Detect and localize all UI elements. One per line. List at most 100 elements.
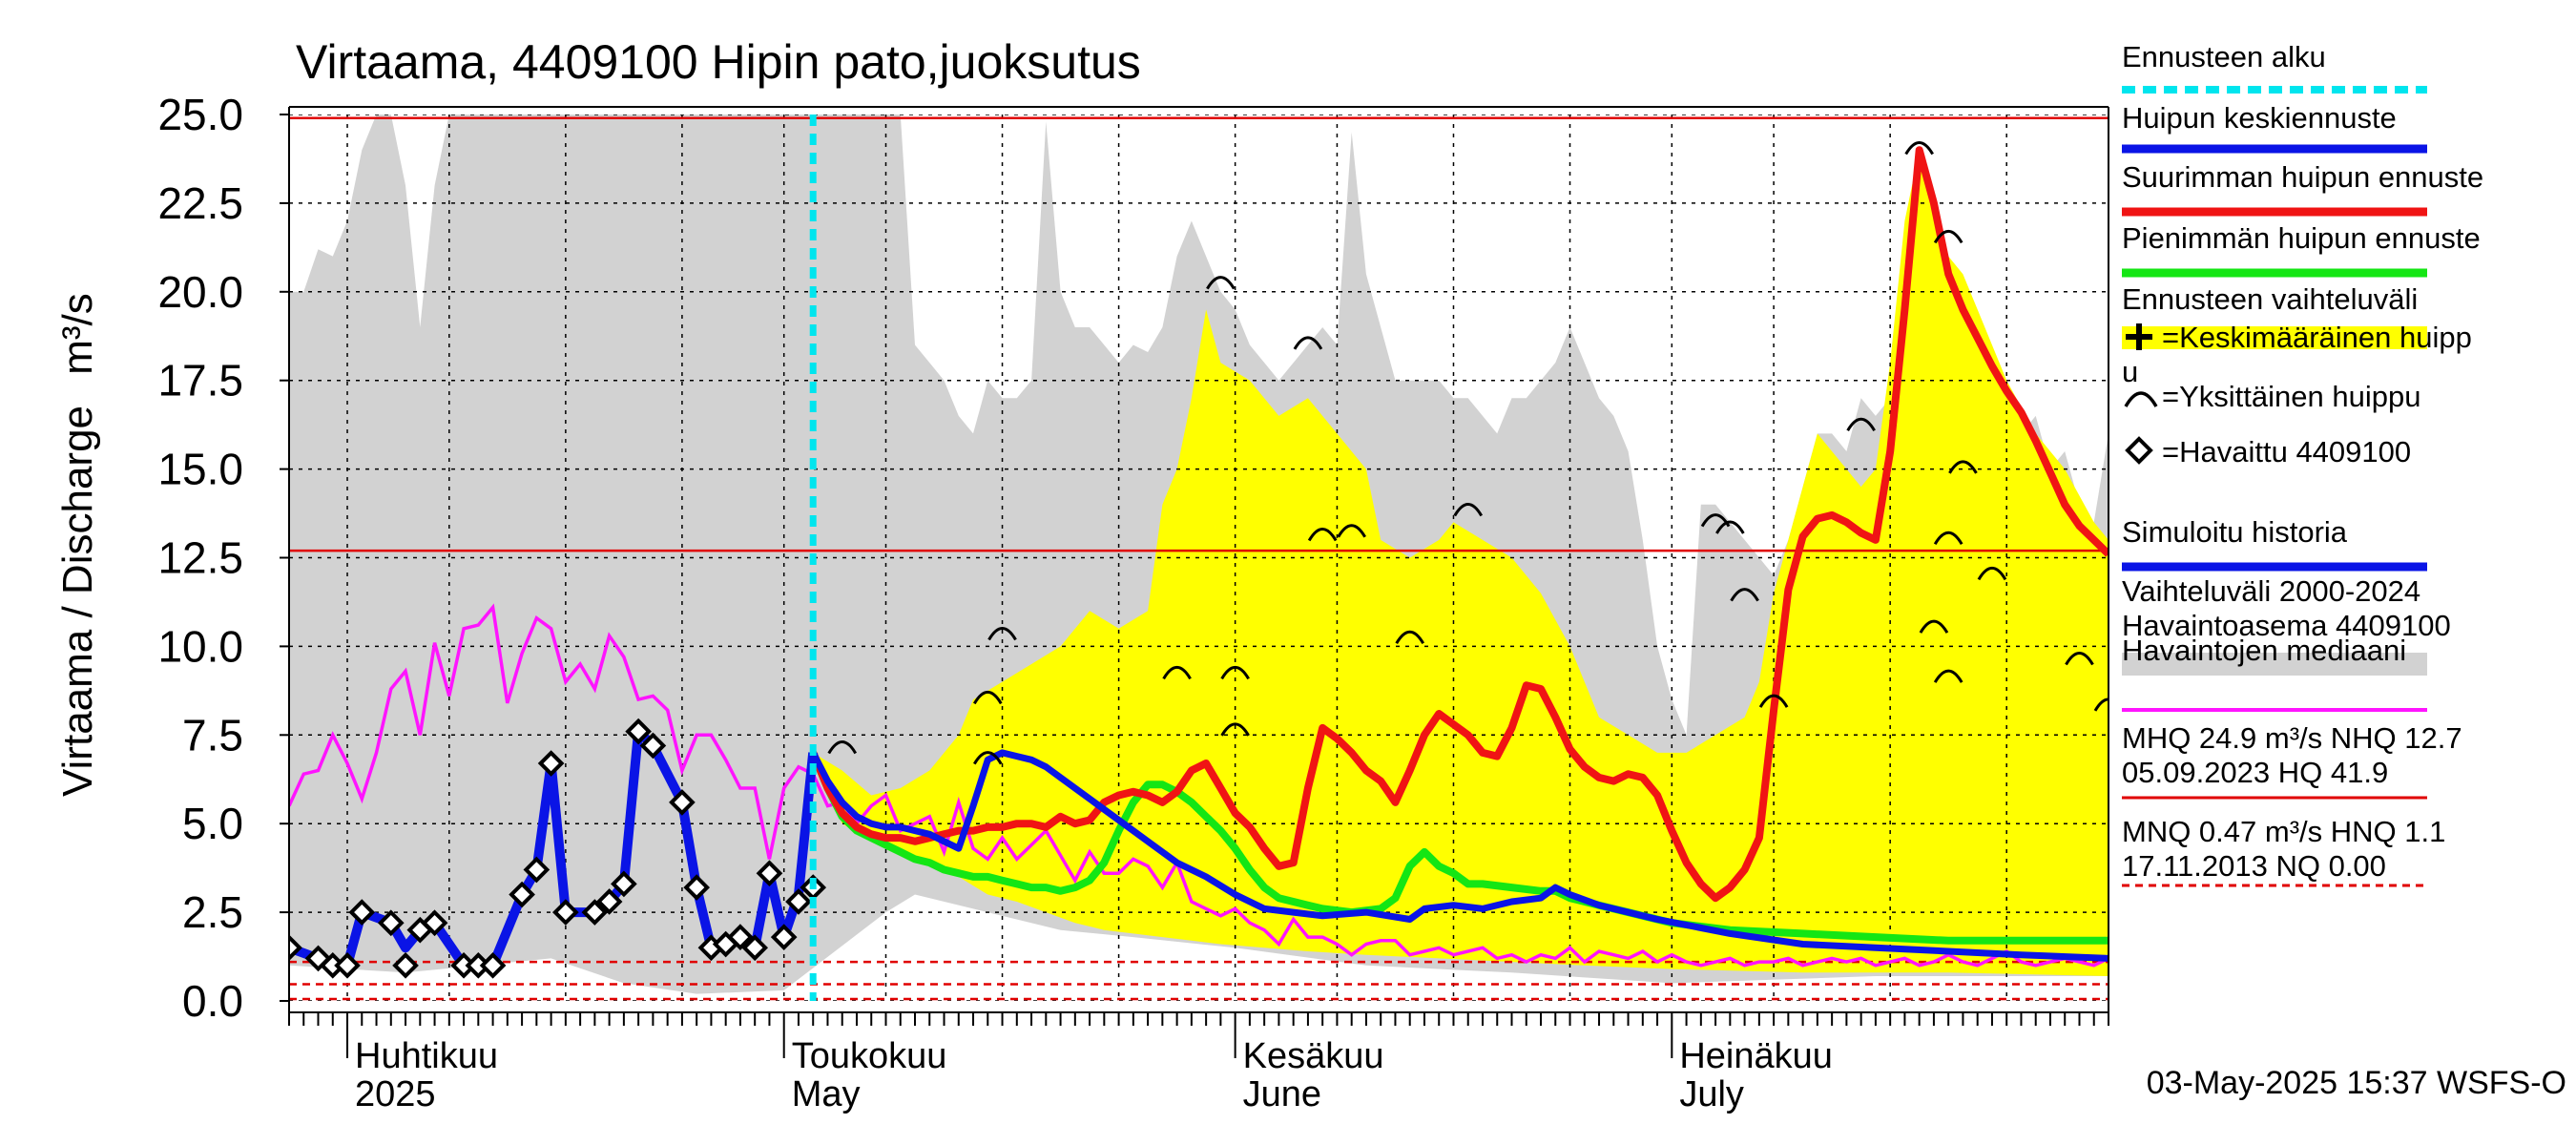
single-peak-marker <box>1337 524 1366 538</box>
observed-point <box>770 924 798 950</box>
legend-label-forecast_start: Ennusteen alku <box>2122 40 2326 73</box>
observed-point <box>509 881 535 908</box>
single-peak-marker <box>2065 652 2094 666</box>
month-label-en: July <box>1679 1074 1744 1114</box>
single-peak-marker <box>1948 460 1978 474</box>
plot-area <box>289 114 2109 1001</box>
observed-point <box>523 856 551 884</box>
legend-swatch-range <box>2122 326 2427 349</box>
observed-point <box>392 952 419 979</box>
y-tick-label: 20.0 <box>157 267 243 317</box>
observed-point <box>625 718 652 745</box>
legend-label-avg_peak: =Keskimääräinen huipp <box>2162 321 2472 354</box>
month-label-en: June <box>1243 1074 1321 1114</box>
single-peak-marker <box>1730 588 1759 602</box>
chart-title: Virtaama, 4409100 Hipin pato,juoksutus <box>296 35 1141 89</box>
median-line <box>289 603 2109 968</box>
single-peak-marker <box>827 739 858 755</box>
single-peak-marker <box>972 751 1003 765</box>
legend-label-history: Vaihteluväli 2000-2024 <box>2122 574 2420 608</box>
single-peak-marker <box>1453 503 1484 517</box>
single-peak-marker <box>1162 665 1192 680</box>
single-peak-marker <box>1904 140 1934 156</box>
single-peak-marker <box>1395 630 1425 645</box>
legend-diamond-icon <box>2125 436 2153 465</box>
month-label-fi: Huhtikuu <box>355 1036 498 1076</box>
legend-label2-mnq: 17.11.2013 NQ 0.00 <box>2122 849 2386 883</box>
y-tick-label: 15.0 <box>157 445 243 494</box>
observed-point <box>289 934 302 962</box>
observed-point <box>348 899 376 926</box>
month-label-fi: Heinäkuu <box>1679 1036 1833 1076</box>
axes: 25.0 22.5 20.0 17.5 15.0 12.5 10.0 7.5 5.0 2.5 0.0… <box>157 90 2109 1114</box>
forecast-range-band <box>813 150 2109 976</box>
single-peak-marker <box>987 627 1017 641</box>
month-label-fi: Kesäkuu <box>1243 1036 1384 1076</box>
observed-point <box>683 874 710 901</box>
single-peak-marker <box>1293 336 1323 350</box>
observed-point <box>377 909 405 937</box>
legend: Ennusteen alku Huipun keskiennuste Suurimm… <box>2122 40 2483 887</box>
single-peak-marker <box>1933 229 1963 244</box>
observed-point <box>785 888 812 915</box>
month-label-fi: Toukokuu <box>792 1036 947 1076</box>
observed-point <box>581 899 609 926</box>
y-tick-label: 22.5 <box>157 178 243 228</box>
single-peak-marker <box>2093 697 2109 712</box>
series-group <box>289 114 2109 1001</box>
single-peak-marker <box>1220 665 1250 680</box>
footer-timestamp: 03-May-2025 15:37 WSFS-O <box>2147 1065 2566 1101</box>
y-tick-label: 5.0 <box>182 799 243 848</box>
legend-arc-icon <box>2124 391 2158 407</box>
single-peak-marker <box>1307 528 1338 542</box>
y-axis-label: Virtaama / Discharge <box>54 406 101 797</box>
legend-label-simulated: Simuloitu historia <box>2122 515 2348 549</box>
observed-point <box>552 899 579 926</box>
single-peak-marker <box>1206 276 1236 290</box>
single-peak-marker <box>1846 417 1876 432</box>
legend-label2-mhq: 05.09.2023 HQ 41.9 <box>2122 756 2388 789</box>
observed-point <box>727 924 754 950</box>
single-peak-marker <box>1758 694 1789 708</box>
single-peak-marker <box>1933 669 1963 683</box>
legend-label2-history: Havaintoasema 4409100 <box>2122 609 2451 642</box>
observed-point <box>479 952 507 979</box>
legend-label-mhq: MHQ 24.9 m³/s NHQ 12.7 <box>2122 721 2462 755</box>
observed-point <box>756 860 783 887</box>
legend-label-mnq: MNQ 0.47 m³/s HNQ 1.1 <box>2122 815 2445 848</box>
mean-peak-forecast-line <box>810 749 2109 962</box>
single-peak-marker <box>1715 520 1745 534</box>
observed-point <box>669 789 696 816</box>
legend-label2-avg_peak: u <box>2122 355 2138 388</box>
single-peak-marker <box>1977 566 2007 581</box>
y-tick-label: 7.5 <box>182 710 243 760</box>
single-peak-marker <box>1220 722 1250 737</box>
observed-point <box>537 750 565 777</box>
single-peak-marker <box>1933 531 1963 545</box>
y-tick-label: 17.5 <box>157 356 243 406</box>
legend-label-median: Havaintojen mediaani <box>2122 634 2406 667</box>
legend-swatch-history <box>2122 653 2427 676</box>
observed-point <box>334 952 361 979</box>
legend-label-single_peak: =Yksittäinen huippu <box>2162 380 2420 413</box>
month-label-en: 2025 <box>355 1074 436 1114</box>
y-tick-label: 2.5 <box>182 887 243 937</box>
month-label-en: May <box>792 1074 861 1114</box>
y-tick-label: 0.0 <box>182 976 243 1026</box>
y-tick-label: 12.5 <box>157 533 243 583</box>
y-tick-label: 25.0 <box>157 90 243 139</box>
legend-label-max_peak: Suurimman huipun ennuste <box>2122 160 2483 194</box>
observed-point <box>595 888 623 915</box>
legend-label-range: Ennusteen vaihteluväli <box>2122 282 2418 316</box>
observed-point <box>611 870 637 898</box>
observed-point <box>639 732 667 760</box>
y-axis-unit: m³/s <box>54 293 101 375</box>
y-tick-label: 10.0 <box>157 621 243 671</box>
max-peak-forecast-line <box>809 146 2109 903</box>
legend-label-observed: =Havaittu 4409100 <box>2162 435 2411 468</box>
observed-point <box>421 909 448 937</box>
legend-label-mean_peak: Huipun keskiennuste <box>2122 101 2397 135</box>
observed-point <box>741 934 769 962</box>
